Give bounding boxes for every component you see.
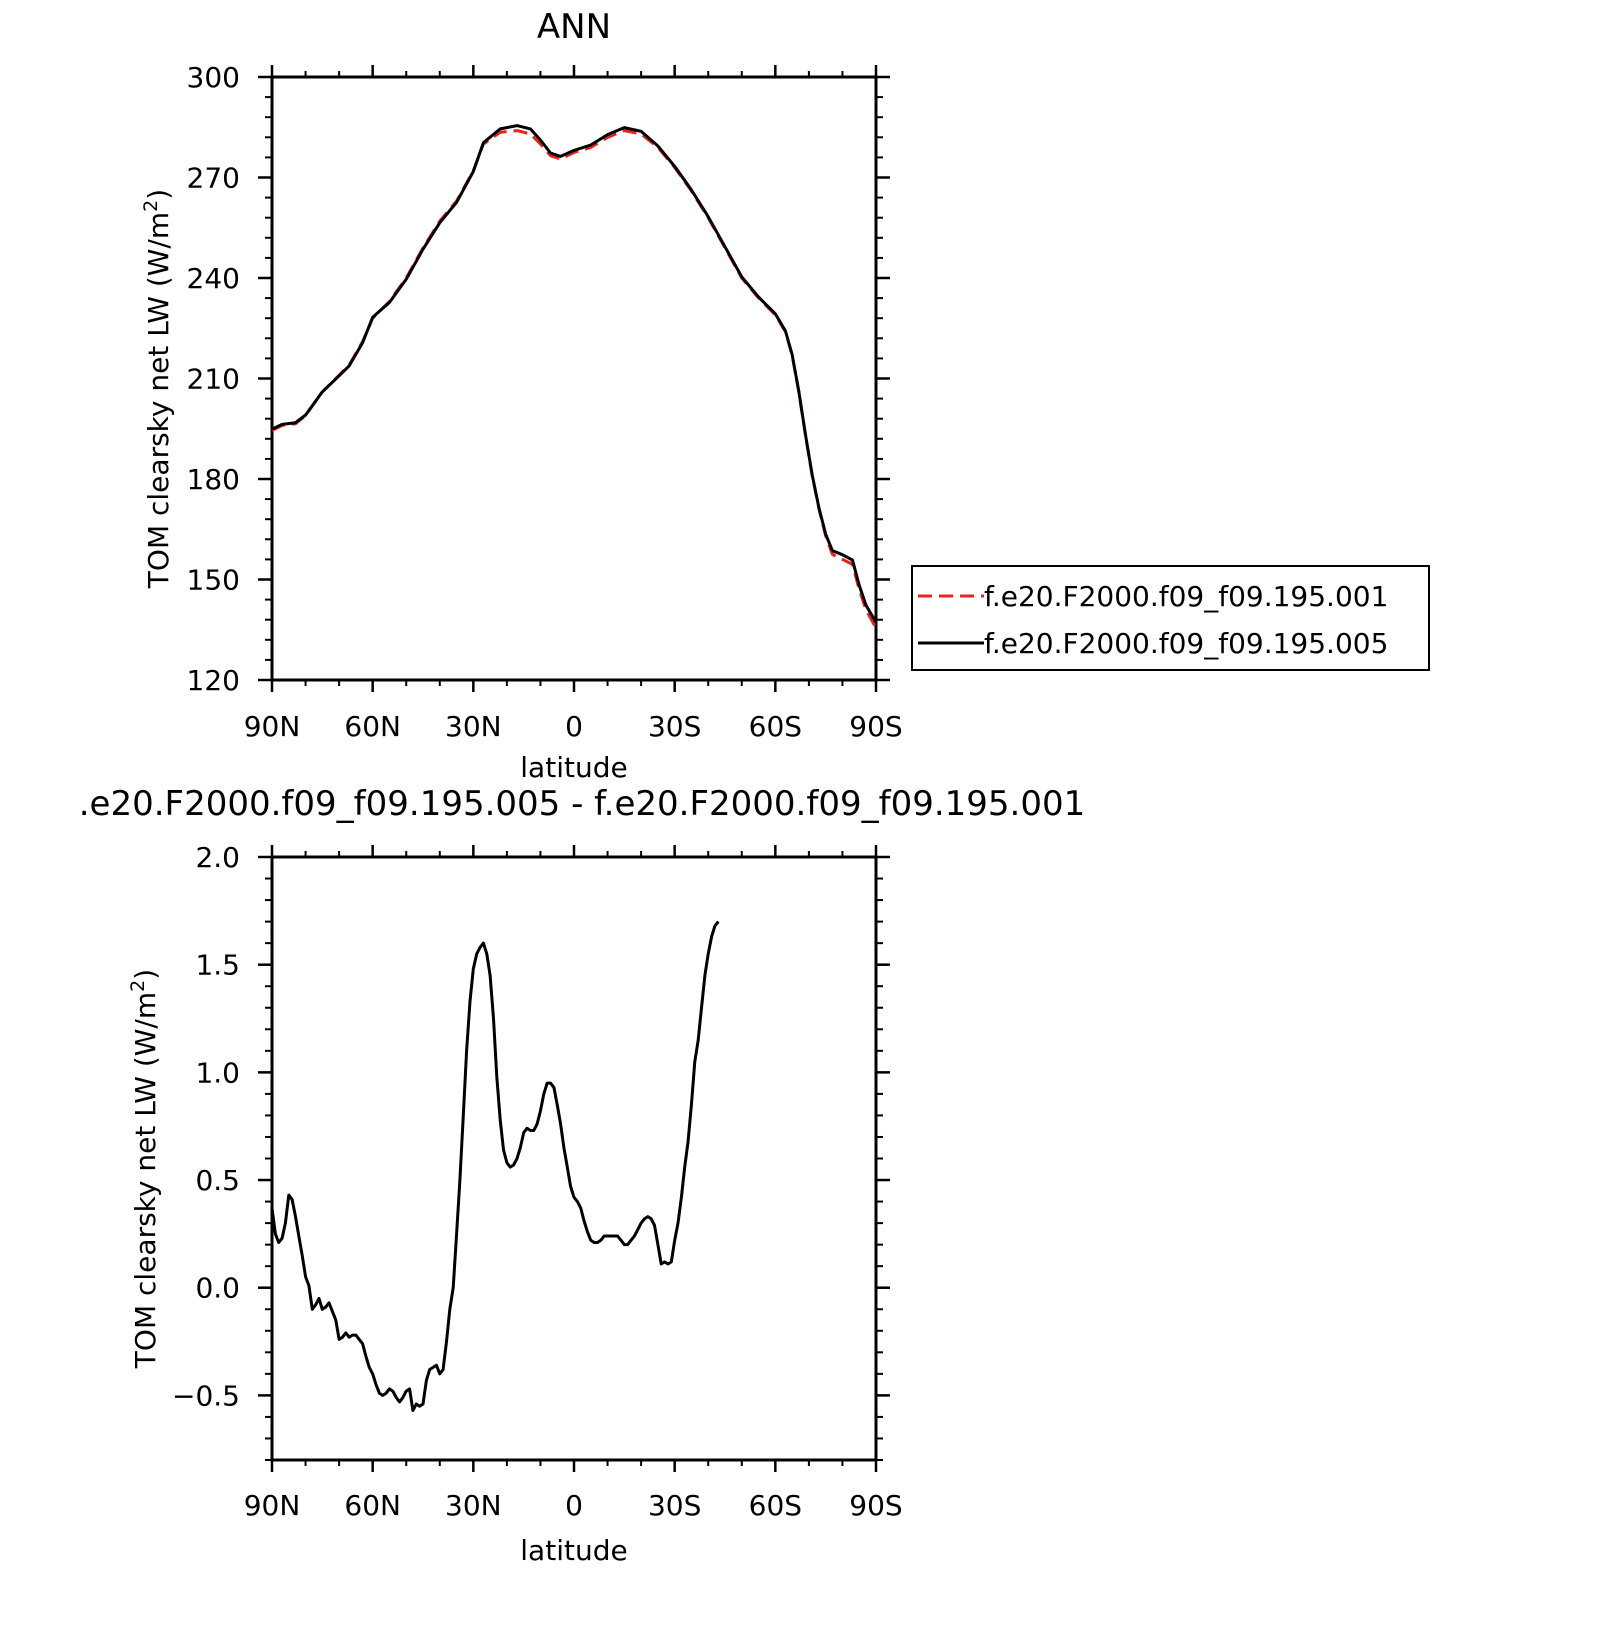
plot-frame	[270, 75, 878, 682]
x-axis-label: latitude	[520, 1534, 627, 1567]
y-axis-label-main: TOM clearsky net LW (W/m	[142, 212, 175, 589]
top-panel: ANN 90N 60N 30N 0 30S 60S 90S 120 150 180 210 240 270…	[140, 7, 903, 784]
y-axis-label-main: TOM clearsky net LW (W/m	[129, 992, 162, 1369]
x-tick-label: 90S	[849, 1489, 902, 1522]
y-axis-label-superscript: 2	[127, 980, 149, 992]
x-tick-label: 30N	[445, 1489, 502, 1522]
y-axis-label-end: )	[129, 969, 162, 980]
x-tick-label: 60S	[749, 710, 802, 743]
y-tick-label: 120	[187, 664, 240, 697]
y-tick-label: 270	[187, 162, 240, 195]
x-tick-label: 30N	[445, 710, 502, 743]
x-axis-label: latitude	[520, 751, 627, 784]
x-tick-label: 60S	[749, 1489, 802, 1522]
x-tick-label: 90N	[244, 710, 301, 743]
legend-box	[911, 565, 1430, 671]
legend-label-1: f.e20.F2000.f09_f09.195.005	[984, 627, 1388, 660]
x-tick-label: 60N	[344, 1489, 401, 1522]
x-tick-label: 0	[565, 710, 583, 743]
y-axis-label-superscript: 2	[140, 200, 162, 212]
series-line-1	[271, 124, 878, 624]
y-tick-label: 0.0	[195, 1272, 240, 1305]
chart-title: .e20.F2000.f09_f09.195.005 - f.e20.F2000…	[79, 784, 1086, 824]
y-tick-label: 300	[187, 61, 240, 94]
x-tick-label: 30S	[648, 1489, 701, 1522]
y-tick-label: 240	[187, 262, 240, 295]
chart-title: ANN	[537, 7, 611, 47]
series-line-0	[271, 129, 878, 629]
x-tick-label: 30S	[648, 710, 701, 743]
x-tick-label: 90N	[244, 1489, 301, 1522]
y-axis-label: TOM clearsky net LW (W/m2)	[140, 189, 175, 589]
y-tick-label: −0.5	[172, 1379, 240, 1412]
y-axis-label: TOM clearsky net LW (W/m2)	[127, 969, 162, 1369]
x-tick-label: 60N	[344, 710, 401, 743]
x-tick-label: 0	[565, 1489, 583, 1522]
series-line-0	[270, 920, 720, 1412]
bottom-panel: .e20.F2000.f09_f09.195.005 - f.e20.F2000…	[79, 784, 1086, 1567]
y-axis-label-end: )	[142, 189, 175, 200]
legend: f.e20.F2000.f09_f09.195.001 f.e20.F2000.f…	[911, 565, 1430, 671]
x-tick-label: 90S	[849, 710, 902, 743]
y-tick-label: 2.0	[195, 841, 240, 874]
y-tick-label: 1.5	[195, 949, 240, 982]
y-tick-label: 180	[187, 463, 240, 496]
y-tick-label: 150	[187, 564, 240, 597]
y-tick-label: 1.0	[195, 1056, 240, 1089]
y-tick-label: 0.5	[195, 1164, 240, 1197]
y-tick-label: 210	[187, 363, 240, 396]
plot-frame	[270, 855, 878, 1462]
legend-label-0: f.e20.F2000.f09_f09.195.001	[984, 580, 1388, 613]
